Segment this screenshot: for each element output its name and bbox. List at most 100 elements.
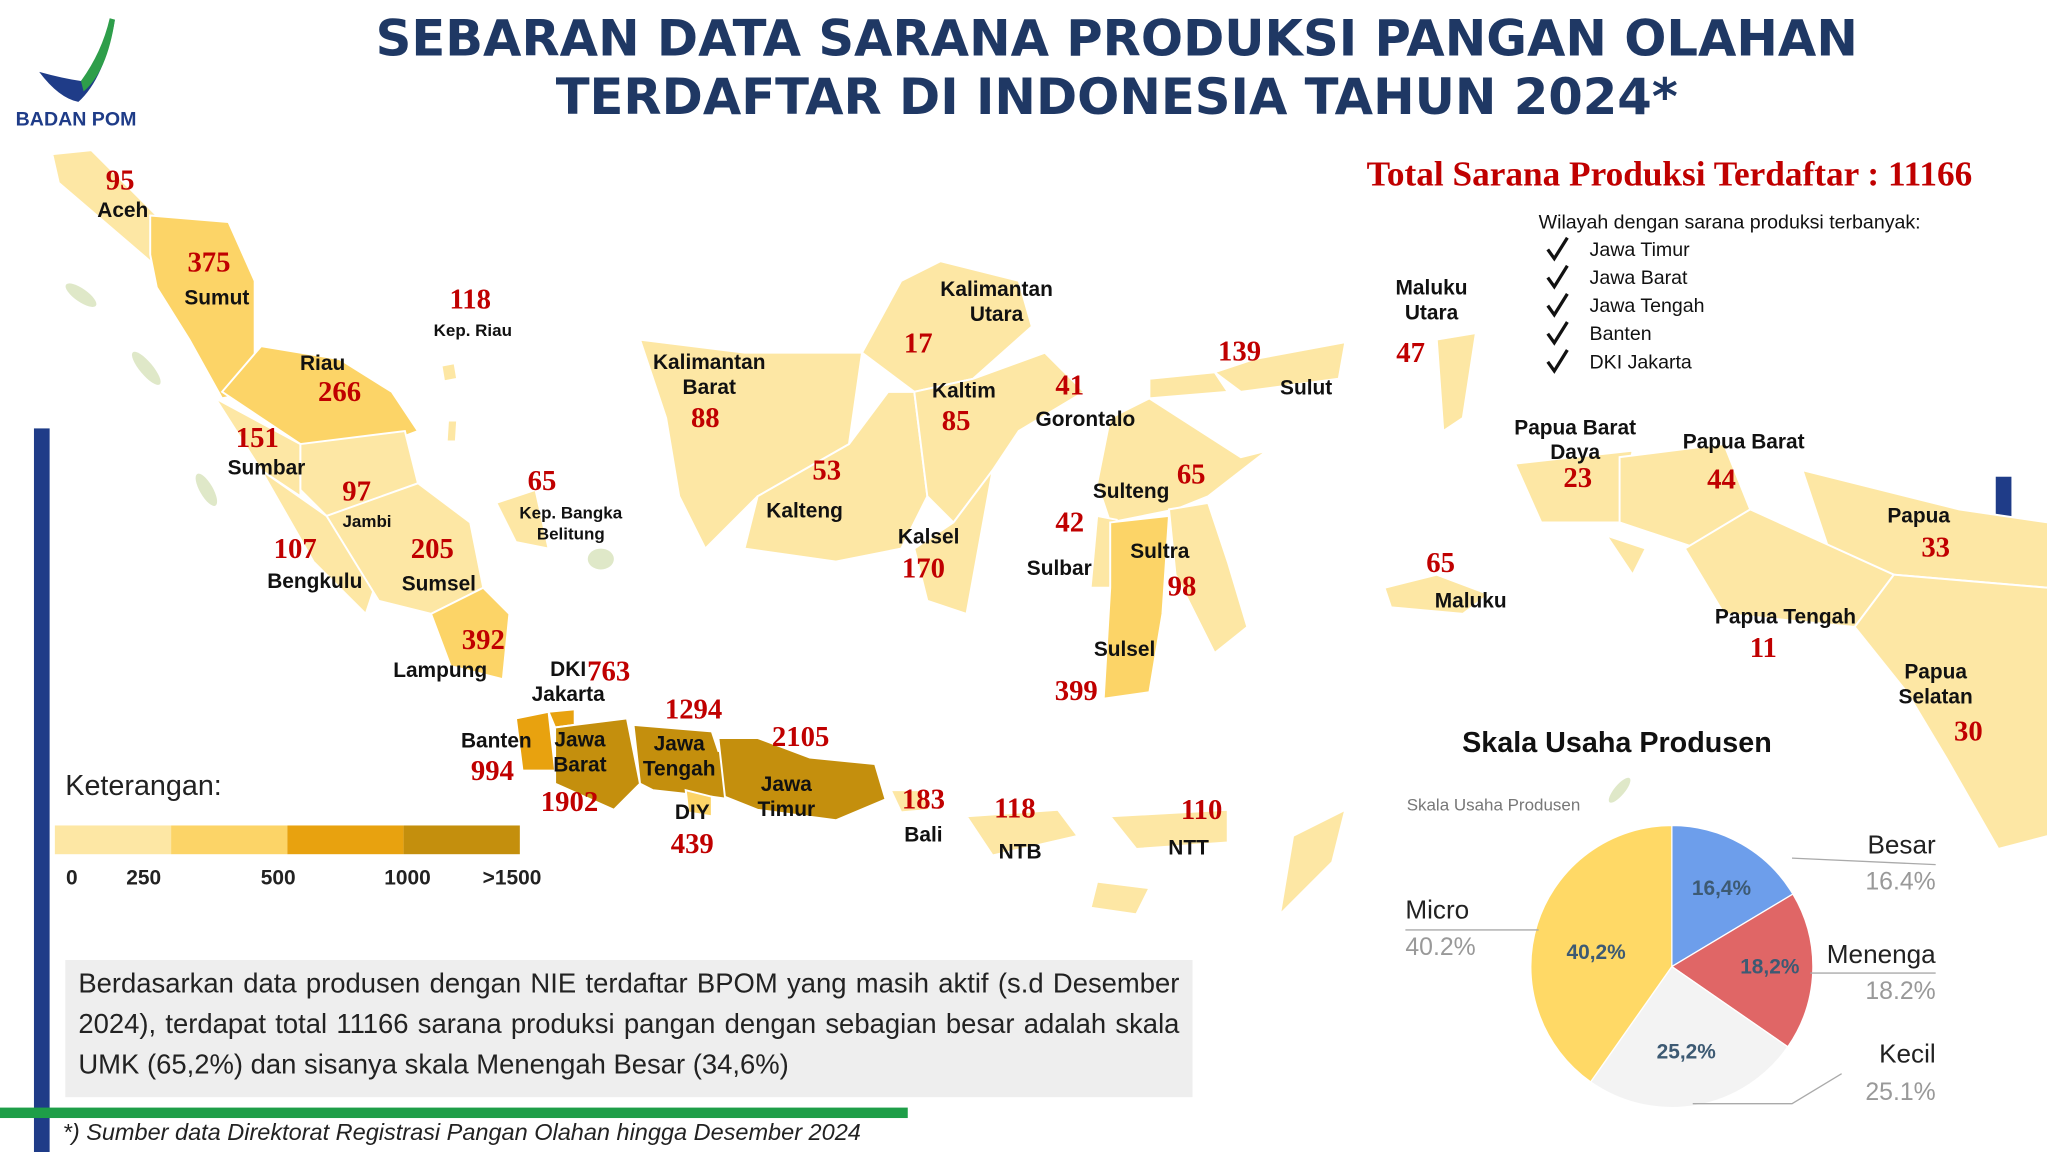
region-name: Papua Barat Daya (1514, 416, 1636, 464)
region-name: Banten (461, 729, 532, 752)
pie-category: Kecil (1879, 1038, 1936, 1068)
region-value: 44 (1707, 464, 1736, 496)
region-name: Papua Barat (1683, 430, 1805, 453)
pie-inner-label: 16,4% (1692, 877, 1752, 900)
region-shape (1108, 808, 1229, 850)
region-shape (860, 260, 1033, 393)
check-icon (1546, 264, 1569, 290)
pie-slice (1589, 965, 1789, 1109)
region-value: 110 (1181, 794, 1223, 826)
note: Berdasarkan data produsen dengan NIE ter… (78, 969, 1180, 1081)
region-value: 205 (411, 533, 454, 565)
pie-inner-label: 40,2% (1566, 941, 1626, 964)
region-value: 2105 (772, 721, 829, 753)
region-name: NTB (999, 840, 1042, 863)
region-name: Maluku (1435, 590, 1507, 613)
region-name: Jawa Tengah (643, 732, 716, 780)
region-value: 266 (318, 376, 361, 408)
note-wrap: Berdasarkan data produsen dengan NIE ter… (78, 969, 1180, 1081)
legend-swatch (171, 825, 288, 855)
region-name: Sulteng (1093, 480, 1170, 503)
region-name: Sulsel (1094, 638, 1156, 661)
legend-tick-label: 250 (126, 867, 161, 890)
region-value: 183 (902, 784, 945, 816)
region-shape (494, 488, 550, 550)
check-icon (1546, 293, 1569, 318)
top-item: Jawa Tengah (1590, 295, 1705, 317)
title-line: TERDAFTAR DI INDONESIA TAHUN 2024* (556, 68, 1678, 126)
region-name: Jambi (342, 512, 391, 531)
pie-value-label: 18.2% (1865, 978, 1935, 1005)
region-value: 65 (1177, 458, 1206, 490)
region-shape (1604, 533, 1648, 577)
check-icon (1546, 321, 1569, 346)
region-value: 118 (994, 793, 1036, 825)
region-value: 65 (1426, 547, 1455, 579)
region-name: Sumut (184, 287, 249, 310)
legend-title: Keterangan: (65, 770, 221, 802)
title-line: SEBARAN DATA SARANA PRODUKSI PANGAN OLAH… (376, 9, 1858, 67)
region-name: Maluku Utara (1396, 276, 1468, 324)
pie-slice (1671, 824, 1794, 968)
region-value: 65 (528, 465, 557, 497)
region-name: Papua Tengah (1715, 605, 1856, 628)
region-shape (964, 808, 1080, 857)
region-shape (429, 586, 511, 681)
pie-title: Skala Usaha Produsen (1462, 727, 1772, 759)
region-name: Papua Selatan (1899, 660, 1973, 708)
pie-subtitle: Skala Usaha Produsen (1407, 795, 1581, 814)
region-shape (889, 789, 932, 814)
region-value: 95 (106, 164, 135, 196)
region-name: Gorontalo (1036, 408, 1136, 431)
region-name: Kaltim (932, 379, 996, 402)
region-shape (1089, 880, 1151, 916)
region-name: Aceh (97, 199, 148, 222)
region-name: Sumsel (402, 573, 476, 596)
region-shape (1212, 340, 1347, 393)
logo-text: BADAN POM (16, 108, 137, 130)
region-name: Sultra (1130, 540, 1190, 563)
pie-category: Besar (1867, 829, 1936, 859)
region-shape (1148, 371, 1230, 400)
legend-tick-label: >1500 (483, 867, 542, 890)
region-value: 23 (1563, 462, 1592, 494)
region-value: 1902 (541, 786, 598, 818)
note-box (65, 960, 1193, 1098)
pie-category: Menenga (1827, 939, 1936, 969)
region-value: 30 (1954, 716, 1983, 748)
check-icon (1546, 236, 1569, 262)
region-shape (717, 736, 887, 822)
region-value: 763 (587, 656, 630, 688)
region-shape (1102, 514, 1171, 700)
accent-line (0, 1107, 908, 1119)
top-item: Jawa Barat (1590, 267, 1688, 289)
region-name: Bali (904, 823, 942, 846)
pie-value-label: 40.2% (1405, 934, 1475, 961)
region-value: 439 (671, 828, 714, 860)
legend-tick-label: 500 (261, 867, 296, 890)
region-name: Riau (300, 352, 345, 375)
region-value: 107 (274, 533, 317, 565)
region-value: 1294 (665, 693, 722, 725)
region-value: 88 (691, 402, 720, 434)
region-value: 392 (462, 624, 505, 656)
region-name: Jawa Timur (757, 772, 815, 820)
pie-slice (1670, 893, 1814, 1048)
pie-value-label: 25.1% (1865, 1079, 1935, 1106)
pie-inner-label: 25,2% (1657, 1040, 1717, 1063)
region-name: Kalsel (898, 526, 960, 549)
legend-tick-label: 0 (66, 867, 78, 890)
pie-inner-label: 18,2% (1740, 955, 1800, 978)
region-value: 170 (902, 552, 945, 584)
legend-tick-label: 1000 (384, 867, 430, 890)
region-name: Sumbar (228, 456, 306, 479)
region-shape (1167, 501, 1249, 655)
leader-line (1791, 857, 1936, 866)
region-name: DIY (675, 801, 710, 824)
top-item: DKI Jakarta (1590, 351, 1692, 373)
region-name: Sulbar (1027, 557, 1092, 580)
region-shape (684, 788, 713, 818)
legend-swatch (54, 825, 172, 855)
region-name: Kalimantan Utara (940, 277, 1053, 325)
